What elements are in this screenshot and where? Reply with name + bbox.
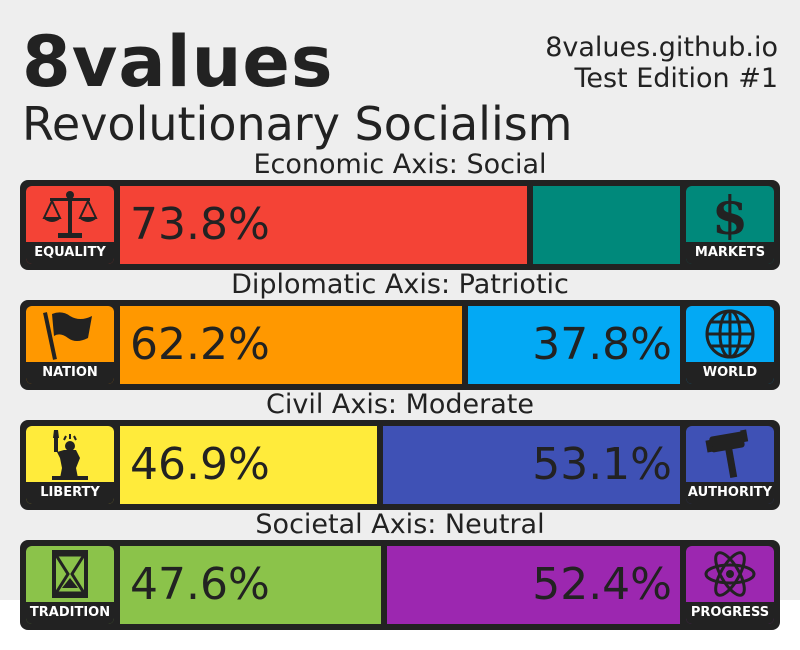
icon-caption: MARKETS: [686, 242, 774, 264]
axis-label: Civil Axis: Moderate: [265, 389, 535, 420]
ideology-title: Revolutionary Socialism: [22, 97, 573, 151]
icon-caption: AUTHORITY: [686, 482, 774, 504]
icon-caption: TRADITION: [26, 602, 114, 624]
icon-caption: PROGRESS: [686, 602, 774, 624]
axis-label: Societal Axis: Neutral: [255, 509, 545, 540]
site-info: 8values.github.io Test Edition #1: [545, 32, 778, 94]
axis-row: Economic Axis: Social EQUALITY $ MARKETS 73.…: [0, 150, 800, 270]
flag-icon: [43, 312, 92, 360]
axis-bar: TRADITION PROGRESS 47.6% 52.4%: [20, 540, 780, 630]
site-url: 8values.github.io: [545, 32, 778, 63]
equality-bar: 73.8%: [120, 186, 534, 264]
icon-caption: WORLD: [686, 362, 774, 384]
axis-row: Societal Axis: Neutral TRADITION PROGRESS 4…: [0, 510, 800, 630]
liberty-percent: 46.9%: [130, 439, 270, 490]
tradition-bar: 47.6%: [120, 546, 387, 624]
nation-icon-box: NATION: [26, 306, 114, 384]
nation-bar: 62.2%: [120, 306, 469, 384]
dollar-icon: $: [712, 188, 748, 240]
axis-row: Diplomatic Axis: Patriotic NATION WORLD 62.…: [0, 270, 800, 390]
markets-bar: [533, 186, 680, 264]
progress-icon-box: PROGRESS: [686, 546, 774, 624]
hourglass-icon: [52, 550, 88, 598]
progress-bar: 52.4%: [386, 546, 680, 624]
authority-percent: 53.1%: [532, 439, 672, 490]
tradition-icon-box: TRADITION: [26, 546, 114, 624]
axis-label: Economic Axis: Social: [253, 149, 547, 180]
globe-icon: [705, 309, 755, 359]
scales-icon: [42, 191, 98, 238]
statue-of-liberty-icon: [52, 430, 88, 480]
markets-icon-box: $ MARKETS: [686, 186, 774, 264]
icon-caption: LIBERTY: [26, 482, 114, 504]
authority-icon-box: AUTHORITY: [686, 426, 774, 504]
icon-caption: NATION: [26, 362, 114, 384]
axis-bar: LIBERTY AUTHORITY 46.9% 53.1%: [20, 420, 780, 510]
progress-percent: 52.4%: [532, 559, 672, 610]
axis-bar: NATION WORLD 62.2% 37.8%: [20, 300, 780, 390]
axis-bar: EQUALITY $ MARKETS 73.8%: [20, 180, 780, 270]
world-percent: 37.8%: [532, 319, 672, 370]
liberty-bar: 46.9%: [120, 426, 383, 504]
bar-track: 47.6% 52.4%: [120, 546, 680, 624]
edition-label: Test Edition #1: [574, 63, 778, 94]
equality-icon-box: EQUALITY: [26, 186, 114, 264]
world-bar: 37.8%: [468, 306, 680, 384]
equality-percent: 73.8%: [130, 199, 270, 250]
gavel-icon: [705, 429, 749, 478]
axis-row: Civil Axis: Moderate LIBERTY AUTHORITY 46.9…: [0, 390, 800, 510]
axis-label: Diplomatic Axis: Patriotic: [231, 269, 569, 300]
svg-text:$: $: [712, 188, 748, 240]
world-icon-box: WORLD: [686, 306, 774, 384]
tradition-percent: 47.6%: [130, 559, 270, 610]
bar-track: 62.2% 37.8%: [120, 306, 680, 384]
bar-track: 73.8%: [120, 186, 680, 264]
authority-bar: 53.1%: [382, 426, 680, 504]
atom-icon: [704, 551, 756, 597]
liberty-icon-box: LIBERTY: [26, 426, 114, 504]
nation-percent: 62.2%: [130, 319, 270, 370]
bar-track: 46.9% 53.1%: [120, 426, 680, 504]
icon-caption: EQUALITY: [26, 242, 114, 264]
brand-title: 8values: [22, 21, 334, 103]
